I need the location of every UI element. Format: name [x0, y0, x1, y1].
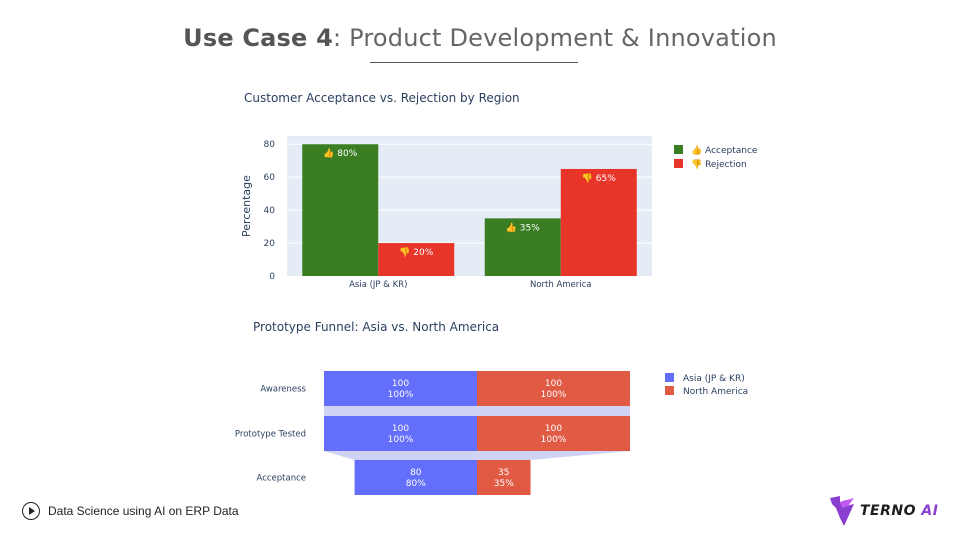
funnel-percent-label: 100% [388, 435, 414, 445]
bar-data-label: 👎 65% [582, 173, 617, 184]
bar-data-label: 👍 80% [323, 147, 358, 159]
terno-logo: TERNO AI [830, 496, 938, 526]
funnel-stage-label: Acceptance [257, 474, 306, 484]
funnel-stage-label: Prototype Tested [235, 430, 306, 440]
slide-title: Use Case 4: Product Development & Innova… [0, 24, 960, 52]
logo-text-ai: AI [916, 503, 939, 519]
funnel-value-label: 35 [498, 468, 509, 478]
terno-logo-text: TERNO AI [860, 503, 938, 519]
funnel-value-label: 80 [410, 468, 422, 478]
title-underline [370, 62, 578, 63]
funnel-percent-label: 100% [541, 390, 567, 400]
bar-data-label: 👎 20% [399, 247, 434, 258]
funnel-legend-label: Asia (JP & KR) [683, 374, 745, 384]
funnel-value-label: 100 [392, 424, 409, 434]
bar-chart-title: Customer Acceptance vs. Rejection by Reg… [244, 91, 520, 105]
legend-swatch [674, 159, 683, 168]
y-tick-label: 40 [264, 206, 276, 216]
bar [484, 218, 561, 276]
funnel-value-label: 100 [545, 379, 562, 389]
terno-logo-icon [830, 496, 854, 526]
funnel-percent-label: 35% [494, 479, 514, 489]
bar [560, 168, 637, 276]
funnel-stage-label: Awareness [260, 385, 306, 395]
funnel-legend-swatch [665, 373, 674, 382]
slide-title-rest: : Product Development & Innovation [332, 24, 777, 52]
y-axis-label: Percentage [240, 175, 253, 237]
funnel-percent-label: 100% [388, 390, 414, 400]
play-icon[interactable] [22, 502, 40, 520]
logo-text-main: TERNO [860, 503, 917, 519]
funnel-value-label: 100 [392, 379, 409, 389]
y-tick-label: 80 [264, 140, 276, 150]
funnel-segment [477, 416, 630, 451]
x-tick-label: North America [530, 280, 592, 290]
funnel-connector [324, 451, 630, 460]
funnel-segment [354, 460, 477, 495]
funnel-value-label: 100 [545, 424, 562, 434]
legend-label: 👍 Acceptance [691, 144, 758, 156]
funnel-connector [324, 406, 630, 416]
bar [378, 243, 455, 276]
funnel-segment [477, 460, 531, 495]
bar [302, 144, 379, 276]
funnel-legend-label: North America [683, 387, 748, 397]
y-tick-label: 60 [264, 173, 276, 183]
funnel-legend-swatch [665, 386, 674, 395]
funnel-segment [324, 416, 477, 451]
legend-label: 👎 Rejection [691, 159, 747, 170]
footer: Data Science using AI on ERP Data [22, 502, 239, 520]
y-tick-label: 0 [269, 272, 275, 282]
x-tick-label: Asia (JP & KR) [349, 280, 407, 290]
slide-title-bold: Use Case 4 [183, 24, 333, 52]
funnel-percent-label: 100% [541, 435, 567, 445]
bar-data-label: 👍 35% [506, 221, 541, 233]
funnel-chart-title: Prototype Funnel: Asia vs. North America [253, 320, 500, 334]
funnel-percent-label: 80% [406, 479, 426, 489]
y-tick-label: 20 [264, 239, 276, 249]
legend-swatch [674, 145, 683, 154]
funnel-segment [477, 371, 630, 406]
footer-text: Data Science using AI on ERP Data [48, 504, 239, 518]
funnel-segment [324, 371, 477, 406]
